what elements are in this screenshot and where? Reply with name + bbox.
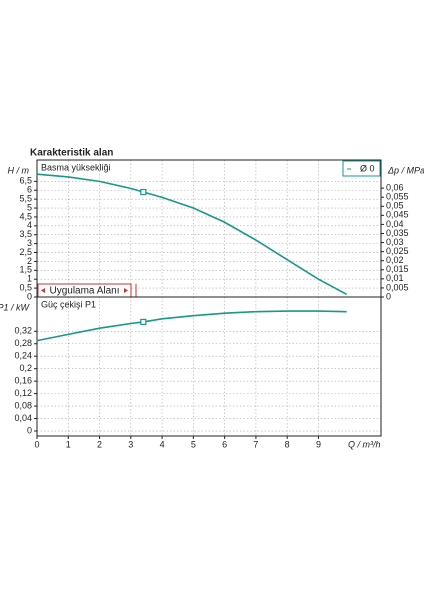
y-tick-label: 0,16 (14, 376, 32, 386)
y2-tick-label: 0,025 (386, 246, 409, 256)
y2-tick-label: 0 (386, 291, 391, 301)
y-tick-label: 4 (27, 220, 32, 230)
y-tick-label: 3,5 (19, 229, 32, 239)
panel-label: Güç çekişi P1 (41, 299, 96, 309)
x-tick-label: 8 (285, 439, 290, 449)
x-tick-label: 1 (66, 439, 71, 449)
series-line (36, 173, 347, 296)
y-tick-label: 0,28 (14, 338, 32, 348)
y-tick-label: 0,32 (14, 326, 32, 336)
arrow-right (124, 288, 128, 293)
y-tick-label: 0,24 (14, 351, 32, 361)
y2-tick-label: 0,02 (386, 255, 404, 265)
legend-label: Ø 0 (360, 163, 375, 173)
y2-tick-label: 0,05 (386, 201, 404, 211)
y2-tick-label: 0,035 (386, 228, 409, 238)
y-tick-label: 0,08 (14, 400, 32, 410)
y2-tick-label: 0,04 (386, 219, 404, 229)
x-tick-label: 4 (160, 439, 165, 449)
y-tick-label: 0 (27, 291, 32, 301)
y-tick-label: 0,2 (19, 363, 32, 373)
series-line (36, 310, 347, 342)
y-tick-label: 5,5 (19, 194, 32, 204)
y-axis-label: P1 / kW (0, 302, 30, 312)
annotation: Uygulama Alanı (49, 286, 119, 297)
y-tick-label: 5 (27, 202, 32, 212)
y-tick-label: 1,5 (19, 265, 32, 275)
y-tick-label: 0 (27, 425, 32, 435)
operating-point (140, 318, 147, 326)
x-tick-label: 3 (128, 439, 133, 449)
x-tick-label: 2 (97, 439, 102, 449)
operating-point (140, 188, 147, 196)
y2-tick-label: 0,015 (386, 264, 409, 274)
x-tick-label: 9 (316, 439, 321, 449)
y-tick-label: 0,04 (14, 413, 32, 423)
x-axis-label: Q / m³/h (348, 439, 381, 449)
y-tick-label: 0,5 (19, 282, 32, 292)
arrow-left (41, 288, 45, 293)
y2-axis-label: Δp / MPa (387, 165, 424, 175)
x-tick-label: 6 (222, 439, 227, 449)
y2-tick-label: 0,06 (386, 183, 404, 193)
y-tick-label: 0,12 (14, 388, 32, 398)
legend-box (342, 160, 381, 177)
y2-tick-label: 0,03 (386, 237, 404, 247)
y-tick-label: 6 (27, 185, 32, 195)
y2-tick-label: 0,01 (386, 273, 404, 283)
y-tick-label: 3 (27, 238, 32, 248)
y2-tick-label: 0,045 (386, 210, 409, 220)
y2-tick-label: 0,055 (386, 192, 409, 202)
panel-label: Basma yüksekliği (41, 162, 111, 172)
plot-frame (36, 296, 382, 437)
y-tick-label: 4,5 (19, 211, 32, 221)
y-tick-label: 2,5 (19, 247, 32, 257)
x-tick-label: 0 (34, 439, 39, 449)
y-tick-label: 2 (27, 256, 32, 266)
y2-tick-label: 0,005 (386, 282, 409, 292)
x-tick-label: 7 (253, 439, 258, 449)
y-axis-label: H / m (8, 165, 30, 175)
chart-title: Karakteristik alan (30, 148, 113, 159)
y-tick-label: 1 (27, 274, 32, 284)
x-tick-label: 5 (191, 439, 196, 449)
y-tick-label: 6,5 (19, 176, 32, 186)
